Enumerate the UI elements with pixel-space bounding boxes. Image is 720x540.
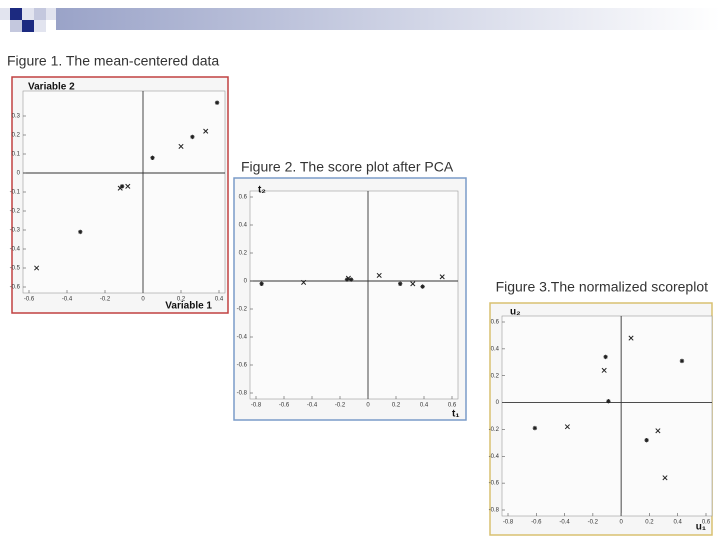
y-tick-label: -0.6 xyxy=(237,363,248,369)
x-tick-label: -0.6 xyxy=(531,520,542,526)
y-tick-label: -0.2 xyxy=(10,209,21,215)
x-axis-label: u₁ xyxy=(696,522,706,533)
y-tick-label: 0.6 xyxy=(491,320,500,326)
y-tick-label: 0.2 xyxy=(239,251,248,257)
point xyxy=(178,143,184,149)
point xyxy=(564,424,570,430)
y-tick-label: 0.2 xyxy=(491,373,500,379)
x-tick-label: -0.4 xyxy=(559,520,570,526)
x-tick-label: -0.2 xyxy=(100,297,111,303)
x-tick-label: -0.6 xyxy=(279,403,290,409)
x-axis-label: Variable 1 xyxy=(165,301,212,312)
figure: Figure 1. The mean-centered data -0.6 -0.4… xyxy=(7,53,229,314)
y-tick-label: -0.5 xyxy=(10,266,21,272)
x-tick-label: 0.4 xyxy=(215,297,224,303)
point xyxy=(117,185,123,191)
x-tick-label: 0 xyxy=(619,520,623,526)
plot-area xyxy=(501,315,713,517)
figure: Figure 3.The normalized scoreplot-0.8 -0.… xyxy=(489,279,713,536)
x-tick-label: 0.6 xyxy=(448,403,457,409)
y-axis-label: u₂ xyxy=(510,307,521,318)
x-tick-label: 0.2 xyxy=(645,520,654,526)
y-tick-label: 0.1 xyxy=(12,152,21,158)
x-tick-label: -0.8 xyxy=(251,403,262,409)
slide-decoration xyxy=(0,8,720,32)
figure: Figure 2. The score plot after PCA-0.8 -0… xyxy=(233,159,467,421)
y-tick-label: -0.4 xyxy=(237,335,248,341)
chart-title: Figure 2. The score plot after PCA xyxy=(241,159,454,175)
point xyxy=(398,281,403,286)
x-tick-label: 0.6 xyxy=(702,520,711,526)
y-tick-label: 0.3 xyxy=(12,114,21,120)
y-axis-label: Variable 2 xyxy=(28,82,75,93)
y-tick-label: -0.3 xyxy=(10,228,21,234)
chart-title: Figure 3.The normalized scoreplot xyxy=(496,279,709,295)
point xyxy=(203,128,209,134)
point xyxy=(190,134,195,140)
x-tick-label: -0.4 xyxy=(62,297,73,303)
point xyxy=(601,367,607,373)
chart-title: Figure 1. The mean-centered data xyxy=(7,53,219,69)
x-tick-label: 0.4 xyxy=(420,403,429,409)
x-tick-label: 0.2 xyxy=(177,297,186,303)
x-tick-label: -0.4 xyxy=(307,403,318,409)
y-tick-label: -0.4 xyxy=(10,247,21,253)
y-tick-label: -0.8 xyxy=(489,508,500,514)
y-tick-label: -0.1 xyxy=(10,190,21,196)
y-tick-label: 0.4 xyxy=(491,346,500,352)
x-tick-label: -0.6 xyxy=(24,297,35,303)
point xyxy=(603,354,608,360)
plot-area xyxy=(249,190,459,400)
y-axis-label: t₂ xyxy=(258,185,266,196)
point xyxy=(349,277,354,282)
y-tick-label: -0.6 xyxy=(10,285,21,291)
y-tick-label: 0.4 xyxy=(239,223,248,229)
x-tick-label: 0.2 xyxy=(392,403,401,409)
y-tick-label: 0 xyxy=(496,400,500,406)
x-tick-label: -0.2 xyxy=(335,403,346,409)
plot-area xyxy=(22,90,226,294)
x-tick-label: 0.4 xyxy=(674,520,683,526)
y-tick-label: 0 xyxy=(244,279,248,285)
point xyxy=(532,425,538,431)
point xyxy=(125,183,131,189)
point xyxy=(376,272,382,278)
x-tick-label: -0.2 xyxy=(588,520,599,526)
point xyxy=(301,279,307,285)
point xyxy=(420,284,425,289)
x-tick-label: -0.8 xyxy=(503,520,514,526)
point xyxy=(662,475,668,481)
y-tick-label: -0.8 xyxy=(237,391,248,397)
y-tick-label: -0.4 xyxy=(489,454,500,460)
y-tick-label: 0 xyxy=(17,171,21,177)
point xyxy=(34,265,40,271)
x-tick-label: 0 xyxy=(366,403,370,409)
y-tick-label: -0.2 xyxy=(489,427,500,433)
point xyxy=(679,358,685,364)
point xyxy=(439,274,445,280)
point xyxy=(410,281,416,287)
y-tick-label: 0.2 xyxy=(12,133,21,139)
point xyxy=(150,155,155,160)
point xyxy=(214,100,220,105)
point xyxy=(644,437,649,443)
y-tick-label: -0.2 xyxy=(237,307,248,313)
point xyxy=(78,229,83,235)
point xyxy=(259,281,264,286)
x-axis-label: t₁ xyxy=(452,409,459,420)
point xyxy=(606,399,611,404)
y-tick-label: -0.6 xyxy=(489,481,500,487)
y-tick-label: 0.6 xyxy=(239,195,248,201)
x-tick-label: 0 xyxy=(141,297,145,303)
point xyxy=(655,428,661,434)
point xyxy=(628,335,634,341)
